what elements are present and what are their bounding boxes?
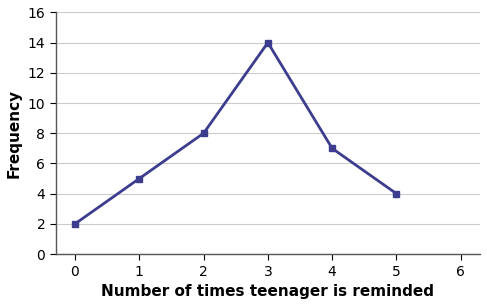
X-axis label: Number of times teenager is reminded: Number of times teenager is reminded	[101, 284, 434, 299]
Y-axis label: Frequency: Frequency	[7, 89, 22, 178]
